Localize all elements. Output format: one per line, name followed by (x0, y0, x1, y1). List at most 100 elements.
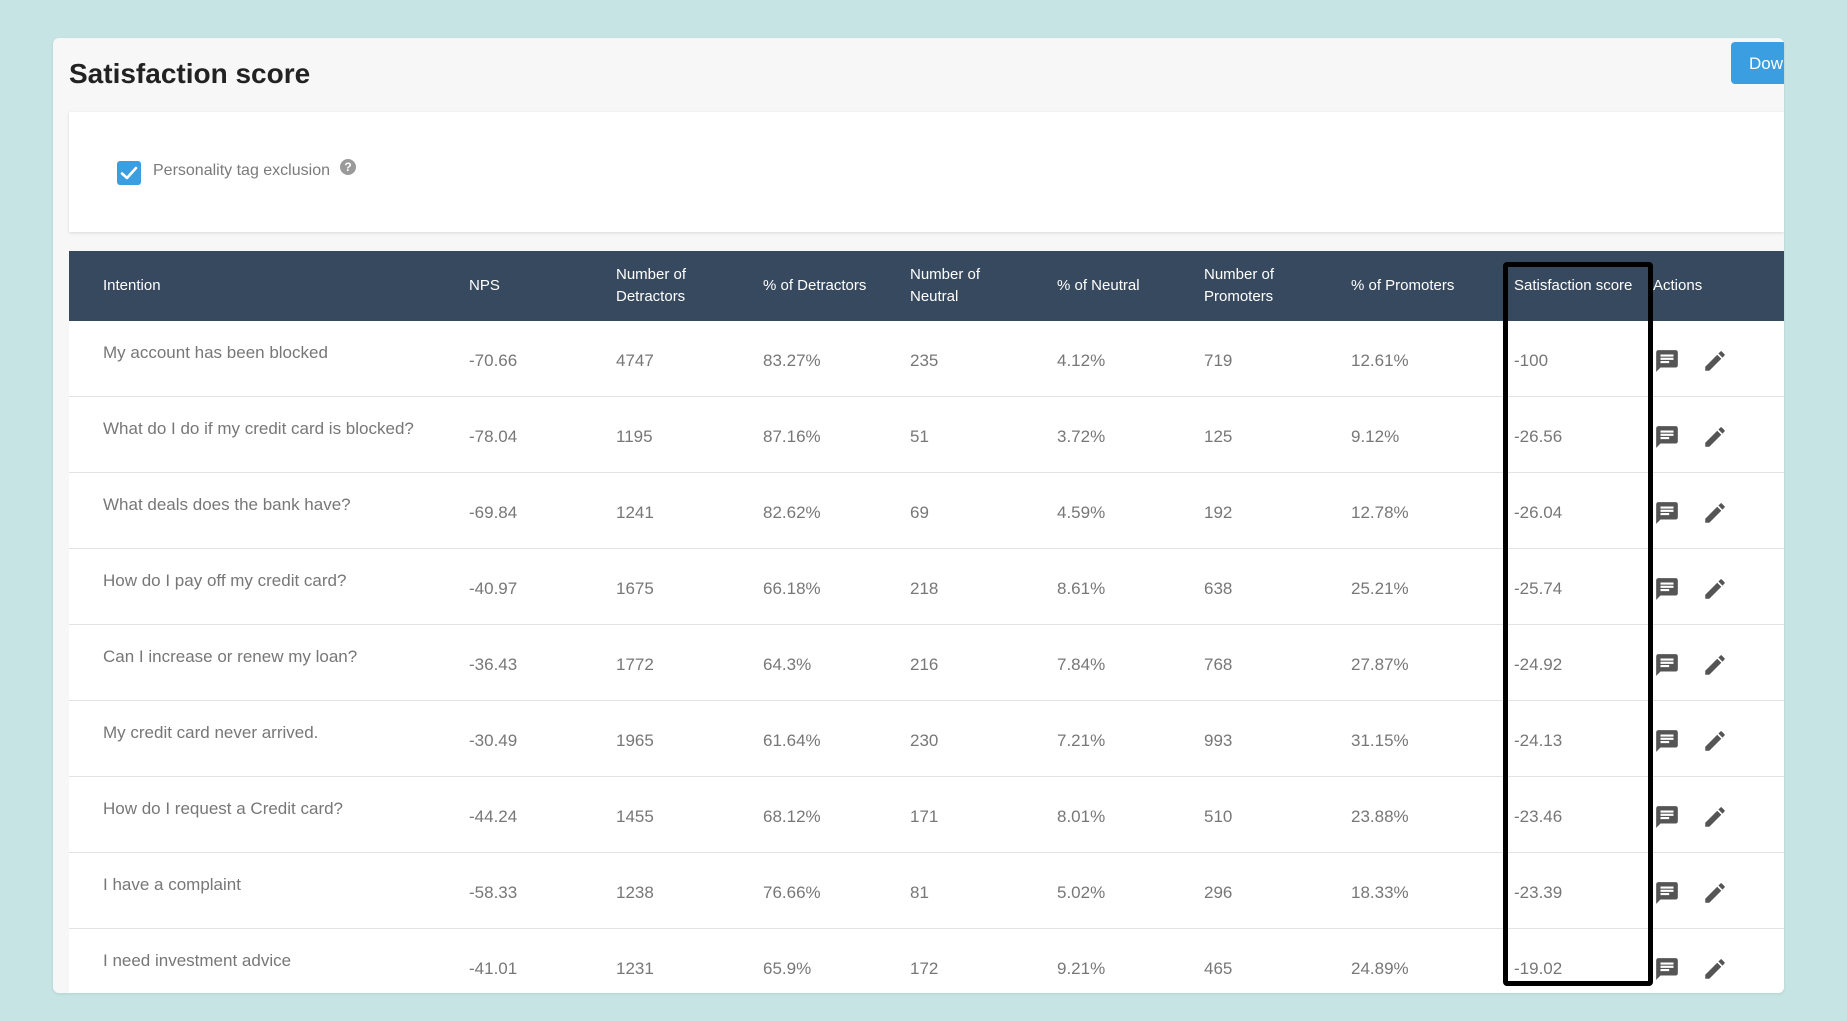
detractors-count-cell: 1241 (612, 472, 759, 549)
edit-pencil-icon[interactable] (1702, 652, 1728, 678)
actions-cell (1641, 624, 1784, 701)
satisfaction-score-cell: -26.04 (1494, 472, 1641, 549)
actions-cell (1641, 548, 1784, 625)
nps-cell: -36.43 (465, 624, 612, 701)
detractors-pct-cell: 64.3% (759, 624, 906, 701)
edit-pencil-icon[interactable] (1702, 348, 1728, 374)
column-header[interactable]: % of Promoters (1347, 251, 1494, 321)
table-row[interactable]: My credit card never arrived. -30.49 1965 6… (69, 700, 1784, 777)
actions-cell (1641, 928, 1784, 993)
column-header[interactable]: NPS (465, 251, 612, 321)
detractors-count-cell: 1675 (612, 548, 759, 625)
personality-tag-exclusion-label[interactable]: Personality tag exclusion (153, 162, 330, 179)
row-actions (1642, 956, 1783, 982)
intention-cell: My account has been blocked (69, 321, 465, 397)
detractors-count-cell: 1238 (612, 852, 759, 929)
neutral-pct-cell: 5.02% (1053, 852, 1200, 929)
nps-cell: -30.49 (465, 700, 612, 777)
detractors-pct-cell: 87.16% (759, 396, 906, 473)
satisfaction-score-cell: -25.74 (1494, 548, 1641, 625)
satisfaction-score-cell: -23.39 (1494, 852, 1641, 929)
row-actions (1642, 500, 1783, 526)
personality-tag-exclusion-checkbox[interactable] (117, 161, 141, 185)
comment-icon[interactable] (1654, 880, 1680, 906)
comment-icon[interactable] (1654, 652, 1680, 678)
neutral-count-cell: 81 (906, 852, 1053, 929)
edit-pencil-icon[interactable] (1702, 880, 1728, 906)
neutral-pct-cell: 3.72% (1053, 396, 1200, 473)
neutral-count-cell: 69 (906, 472, 1053, 549)
neutral-pct-cell: 8.01% (1053, 776, 1200, 853)
detractors-count-cell: 4747 (612, 321, 759, 397)
neutral-count-cell: 51 (906, 396, 1053, 473)
edit-pencil-icon[interactable] (1702, 576, 1728, 602)
table-row[interactable]: Can I increase or renew my loan? -36.43 17… (69, 624, 1784, 701)
table-row[interactable]: I need investment advice -41.01 1231 65.9% 1… (69, 928, 1784, 993)
neutral-pct-cell: 9.21% (1053, 928, 1200, 993)
column-header-label: % of Neutral (1057, 277, 1140, 294)
intention-cell: What do I do if my credit card is blocke… (69, 396, 465, 473)
column-header[interactable]: % of Detractors (759, 251, 906, 321)
satisfaction-score-cell: -24.92 (1494, 624, 1641, 701)
nps-cell: -69.84 (465, 472, 612, 549)
edit-pencil-icon[interactable] (1702, 804, 1728, 830)
actions-cell (1641, 852, 1784, 929)
nps-cell: -40.97 (465, 548, 612, 625)
detractors-count-cell: 1455 (612, 776, 759, 853)
nps-cell: -58.33 (465, 852, 612, 929)
neutral-count-cell: 218 (906, 548, 1053, 625)
promoters-count-cell: 465 (1200, 928, 1347, 993)
column-header[interactable]: Number of Neutral (906, 251, 1053, 321)
column-header-label: Number of (1204, 266, 1275, 283)
edit-pencil-icon[interactable] (1702, 500, 1728, 526)
edit-pencil-icon[interactable] (1702, 728, 1728, 754)
filter-panel: Personality tag exclusion ? (69, 112, 1784, 232)
intention-cell: I need investment advice (69, 928, 465, 993)
column-header[interactable]: Number of Promoters (1200, 251, 1347, 321)
column-header-label: Number of (616, 266, 687, 283)
column-header-label: % of Promoters (1351, 277, 1455, 294)
comment-icon[interactable] (1654, 804, 1680, 830)
column-header-label: Number of (910, 266, 981, 283)
comment-icon[interactable] (1654, 500, 1680, 526)
neutral-count-cell: 216 (906, 624, 1053, 701)
detractors-pct-cell: 68.12% (759, 776, 906, 853)
neutral-count-cell: 235 (906, 321, 1053, 397)
column-header[interactable]: Satisfaction score (1494, 251, 1641, 321)
table-row[interactable]: How do I request a Credit card? -44.24 145… (69, 776, 1784, 853)
edit-pencil-icon[interactable] (1702, 956, 1728, 982)
neutral-pct-cell: 7.84% (1053, 624, 1200, 701)
table-row[interactable]: What deals does the bank have? -69.84 1241… (69, 472, 1784, 549)
neutral-pct-cell: 4.12% (1053, 321, 1200, 397)
promoters-count-cell: 510 (1200, 776, 1347, 853)
table-row[interactable]: How do I pay off my credit card? -40.97 16… (69, 548, 1784, 625)
column-header[interactable]: Intention (69, 251, 465, 321)
table-row[interactable]: What do I do if my credit card is blocke… (69, 396, 1784, 473)
intention-cell: My credit card never arrived. (69, 700, 465, 777)
table-row[interactable]: I have a complaint -58.33 1238 76.66% 81 5.02… (69, 852, 1784, 929)
neutral-pct-cell: 4.59% (1053, 472, 1200, 549)
row-actions (1642, 880, 1783, 906)
promoters-pct-cell: 18.33% (1347, 852, 1494, 929)
table-row[interactable]: My account has been blocked -70.66 4747 83.… (69, 321, 1784, 397)
satisfaction-score-cell: -100 (1494, 321, 1641, 397)
help-icon[interactable]: ? (340, 159, 356, 175)
comment-icon[interactable] (1654, 348, 1680, 374)
comment-icon[interactable] (1654, 576, 1680, 602)
promoters-count-cell: 125 (1200, 396, 1347, 473)
comment-icon[interactable] (1654, 424, 1680, 450)
edit-pencil-icon[interactable] (1702, 424, 1728, 450)
comment-icon[interactable] (1654, 728, 1680, 754)
download-button[interactable]: Download (1731, 42, 1784, 84)
column-header[interactable]: % of Neutral (1053, 251, 1200, 321)
comment-icon[interactable] (1654, 956, 1680, 982)
column-header-label: Actions (1653, 277, 1703, 294)
detractors-count-cell: 1231 (612, 928, 759, 993)
intentions-table-wrap: Intention NPS Number of Detractors % of Detr… (69, 251, 1784, 993)
column-header-label: Intention (103, 277, 161, 294)
column-header[interactable]: Number of Detractors (612, 251, 759, 321)
column-header[interactable]: Actions (1641, 251, 1784, 321)
neutral-count-cell: 171 (906, 776, 1053, 853)
promoters-pct-cell: 12.78% (1347, 472, 1494, 549)
intention-cell: How do I request a Credit card? (69, 776, 465, 853)
